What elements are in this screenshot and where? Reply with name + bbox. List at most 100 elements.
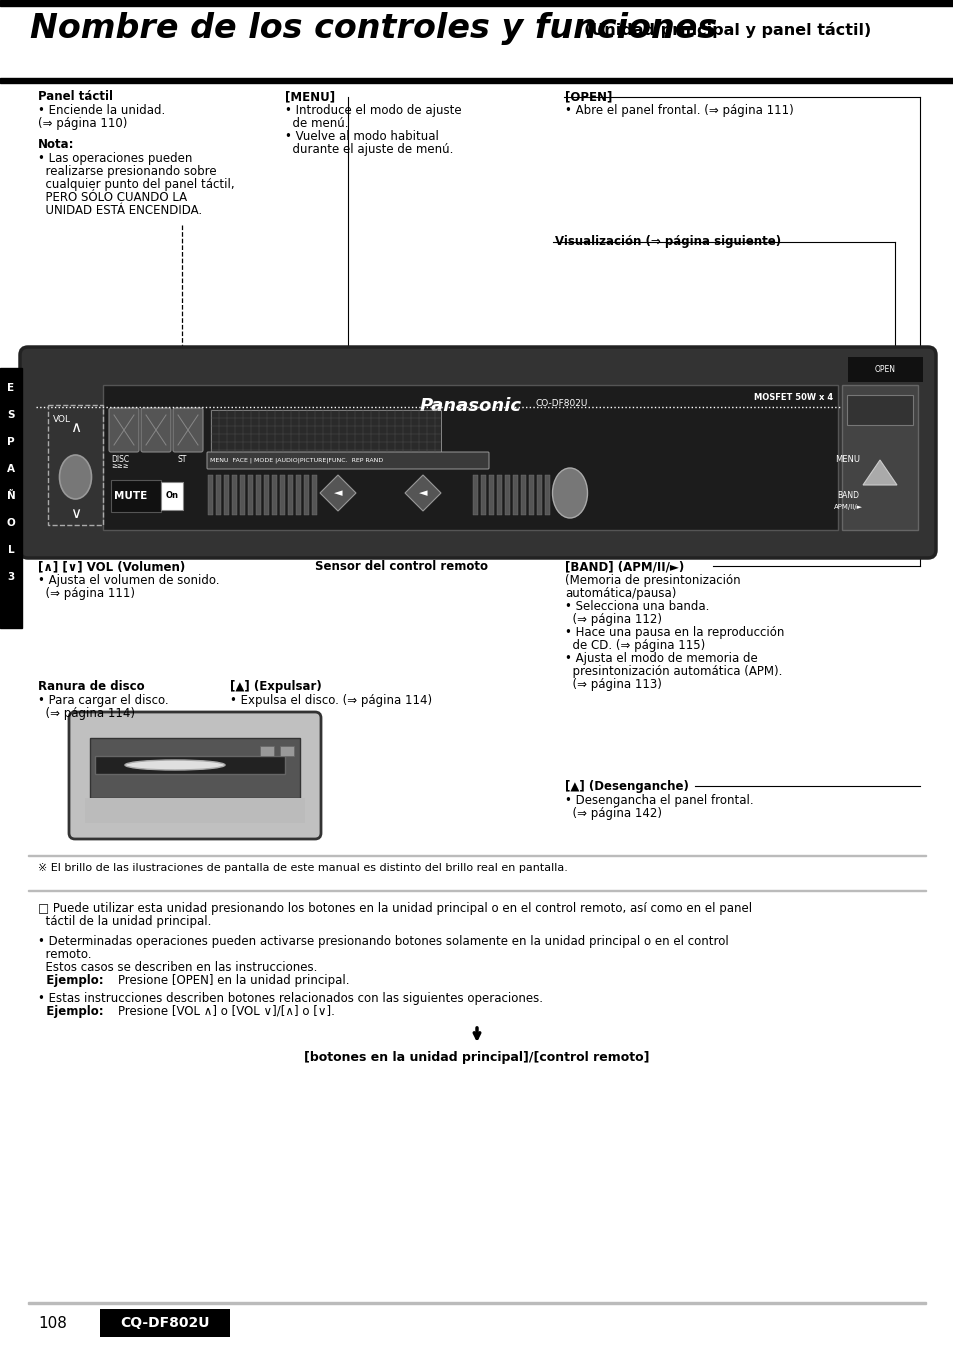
Text: (Unidad principal y panel táctil): (Unidad principal y panel táctil) [583, 22, 870, 38]
Bar [48, 405, 103, 525]
Polygon shape [480, 475, 485, 515]
Text: ST: ST [178, 455, 187, 464]
Text: (⇒ página 142): (⇒ página 142) [564, 807, 661, 821]
Text: de menú.: de menú. [285, 116, 348, 130]
Text: Panel táctil: Panel táctil [38, 89, 112, 103]
Text: ◄: ◄ [334, 487, 342, 498]
FancyBboxPatch shape [69, 712, 320, 839]
Bar [0, 368, 22, 628]
Text: Presione [VOL ∧] o [VOL ∨]/[∧] o [∨].: Presione [VOL ∧] o [VOL ∨]/[∧] o [∨]. [118, 1005, 335, 1018]
Polygon shape [319, 475, 355, 510]
Polygon shape [264, 475, 269, 515]
Text: L: L [8, 546, 14, 555]
Text: (Memoria de presintonización: (Memoria de presintonización [564, 574, 740, 588]
Polygon shape [537, 475, 541, 515]
Text: MUTE: MUTE [113, 492, 147, 501]
Bar [28, 1303, 925, 1304]
Bar [103, 385, 837, 529]
Text: presintonización automática (APM).: presintonización automática (APM). [564, 665, 781, 678]
Bar [161, 482, 183, 510]
Polygon shape [272, 475, 276, 515]
Polygon shape [497, 475, 501, 515]
Bar [0, 0, 953, 5]
Bar [95, 756, 285, 774]
Text: MENU  FACE | MODE |AUDIO|PICTURE|FUNC.  REP RAND: MENU FACE | MODE |AUDIO|PICTURE|FUNC. RE… [210, 458, 383, 463]
Polygon shape [473, 475, 477, 515]
Text: (⇒ página 114): (⇒ página 114) [38, 707, 135, 720]
Text: MOSFET 50W x 4: MOSFET 50W x 4 [753, 393, 832, 402]
Text: • Las operaciones pueden: • Las operaciones pueden [38, 152, 193, 165]
Bar [280, 746, 294, 756]
FancyBboxPatch shape [172, 408, 203, 452]
Polygon shape [405, 475, 440, 510]
Text: Ñ: Ñ [7, 492, 15, 501]
Text: DISC: DISC [111, 455, 129, 464]
Text: • Desengancha el panel frontal.: • Desengancha el panel frontal. [564, 793, 753, 807]
Text: On: On [165, 492, 178, 501]
FancyBboxPatch shape [109, 408, 139, 452]
Text: P: P [8, 437, 15, 447]
Text: [▲] (Desenganche): [▲] (Desenganche) [564, 780, 688, 793]
Text: Sensor del control remoto: Sensor del control remoto [314, 561, 488, 573]
Text: 108: 108 [38, 1316, 67, 1331]
Polygon shape [215, 475, 221, 515]
Text: • Abre el panel frontal. (⇒ página 111): • Abre el panel frontal. (⇒ página 111) [564, 104, 793, 116]
Text: durante el ajuste de menú.: durante el ajuste de menú. [285, 144, 453, 156]
Polygon shape [295, 475, 301, 515]
Text: Presione [OPEN] en la unidad principal.: Presione [OPEN] en la unidad principal. [118, 974, 349, 987]
Ellipse shape [552, 468, 587, 519]
Text: de CD. (⇒ página 115): de CD. (⇒ página 115) [564, 639, 704, 653]
Bar [0, 79, 953, 83]
FancyBboxPatch shape [207, 452, 489, 468]
Ellipse shape [59, 455, 91, 500]
Polygon shape [489, 475, 494, 515]
Text: OPEN: OPEN [874, 364, 895, 374]
Ellipse shape [125, 760, 225, 770]
Polygon shape [544, 475, 550, 515]
Text: • Ajusta el volumen de sonido.: • Ajusta el volumen de sonido. [38, 574, 219, 588]
Text: realizarse presionando sobre: realizarse presionando sobre [38, 165, 216, 177]
Polygon shape [208, 475, 213, 515]
FancyBboxPatch shape [20, 347, 935, 558]
Text: • Determinadas operaciones pueden activarse presionando botones solamente en la : • Determinadas operaciones pueden activa… [38, 936, 728, 948]
Text: (⇒ página 110): (⇒ página 110) [38, 116, 128, 130]
Text: [OPEN]: [OPEN] [564, 89, 612, 103]
Text: [BAND] (APM/II/►): [BAND] (APM/II/►) [564, 561, 683, 573]
Text: A: A [7, 464, 15, 474]
Text: [∧] [∨] VOL (Volumen): [∧] [∨] VOL (Volumen) [38, 561, 185, 573]
Bar [100, 1309, 230, 1336]
Polygon shape [224, 475, 229, 515]
Bar [847, 357, 923, 382]
Text: • Selecciona una banda.: • Selecciona una banda. [564, 600, 709, 613]
Text: BAND: BAND [836, 490, 858, 500]
Text: VOL: VOL [53, 414, 71, 424]
Text: CO-DF802U: CO-DF802U [535, 399, 587, 408]
Text: • Estas instrucciones describen botones relacionados con las siguientes operacio: • Estas instrucciones describen botones … [38, 992, 542, 1005]
Text: [botones en la unidad principal]/[control remoto]: [botones en la unidad principal]/[contro… [304, 1051, 649, 1064]
Text: (⇒ página 112): (⇒ página 112) [564, 613, 661, 626]
Text: APM/II/►: APM/II/► [833, 504, 862, 510]
Text: táctil de la unidad principal.: táctil de la unidad principal. [38, 915, 212, 927]
Polygon shape [248, 475, 253, 515]
Text: MENU: MENU [835, 455, 860, 464]
Polygon shape [240, 475, 245, 515]
Text: • Introduce el modo de ajuste: • Introduce el modo de ajuste [285, 104, 461, 116]
Polygon shape [520, 475, 525, 515]
Text: • Ajusta el modo de memoria de: • Ajusta el modo de memoria de [564, 653, 757, 665]
Polygon shape [255, 475, 261, 515]
Text: ◄: ◄ [418, 487, 427, 498]
Text: Nombre de los controles y funciones: Nombre de los controles y funciones [30, 12, 717, 45]
Text: • Expulsa el disco. (⇒ página 114): • Expulsa el disco. (⇒ página 114) [230, 695, 432, 707]
Polygon shape [513, 475, 517, 515]
Text: ※ El brillo de las ilustraciones de pantalla de este manual es distinto del bril: ※ El brillo de las ilustraciones de pant… [38, 862, 567, 873]
Text: Ejemplo:: Ejemplo: [38, 974, 104, 987]
Text: (⇒ página 111): (⇒ página 111) [38, 588, 135, 600]
Polygon shape [312, 475, 316, 515]
Bar [111, 481, 161, 512]
Text: Nota:: Nota: [38, 138, 74, 152]
Text: [MENU]: [MENU] [285, 89, 335, 103]
Text: ∧: ∧ [70, 420, 81, 435]
Polygon shape [862, 460, 896, 485]
Text: Visualización (⇒ página siguiente): Visualización (⇒ página siguiente) [555, 236, 781, 248]
Text: CQ-DF802U: CQ-DF802U [120, 1316, 210, 1330]
